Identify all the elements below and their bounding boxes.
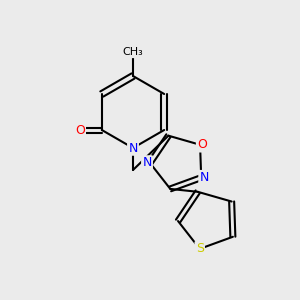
Text: N: N [142, 157, 152, 169]
Text: S: S [196, 242, 204, 255]
Text: CH₃: CH₃ [123, 47, 143, 57]
Text: N: N [200, 171, 209, 184]
Text: O: O [197, 138, 207, 151]
Text: O: O [75, 124, 85, 136]
Text: N: N [128, 142, 138, 154]
